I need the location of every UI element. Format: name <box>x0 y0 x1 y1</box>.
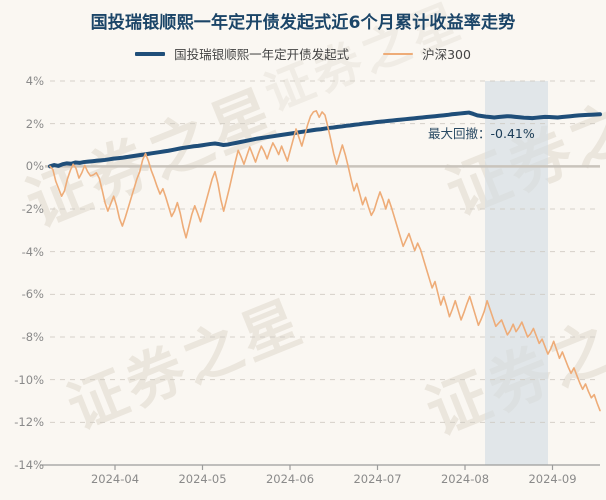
fund-line <box>48 110 602 169</box>
x-tick-label: 2024-07 <box>353 472 402 486</box>
y-tick-label: -2% <box>21 202 44 216</box>
x-tick-label: 2024-04 <box>90 472 140 486</box>
legend-swatch-fund <box>135 51 166 56</box>
chart-legend: 国投瑞银顺熙一年定开债发起式 沪深300 <box>0 44 606 63</box>
chart-title: 国投瑞银顺熙一年定开债发起式近6个月累计收益率走势 <box>90 13 516 33</box>
y-tick-label: -10% <box>14 372 44 387</box>
y-tick-label: 2% <box>25 116 44 131</box>
y-tick-label: 0% <box>25 159 44 174</box>
max-drawdown-label: 最大回撤： <box>428 126 491 141</box>
max-drawdown-value: -0.41% <box>490 126 535 141</box>
highlight-band <box>485 81 548 465</box>
x-tick-label: 2024-09 <box>528 472 577 486</box>
y-tick-label: -8% <box>21 330 44 344</box>
y-tick-label: -12% <box>14 415 44 430</box>
legend-label-fund: 国投瑞银顺熙一年定开债发起式 <box>174 47 350 62</box>
legend-item-index[interactable]: 沪深300 <box>383 44 471 63</box>
x-tick-label: 2024-06 <box>265 472 315 486</box>
y-tick-label: 4% <box>25 74 44 88</box>
legend-label-index: 沪深300 <box>422 47 471 62</box>
max-drawdown-annotation: 最大回撤：-0.41% <box>428 123 535 142</box>
index-line <box>49 110 601 412</box>
y-axis: 4% 2% 0% -2% -4% -6% -8% -10% -12% -14% <box>0 0 44 500</box>
y-tick-label: -14% <box>14 458 44 472</box>
legend-item-fund[interactable]: 国投瑞银顺熙一年定开债发起式 <box>135 44 349 63</box>
y-tick-label: -6% <box>21 287 44 302</box>
x-tick-label: 2024-08 <box>440 472 490 486</box>
y-tick-label: -4% <box>21 244 44 259</box>
x-tick-label: 2024-05 <box>178 472 227 486</box>
legend-swatch-index <box>383 52 414 55</box>
